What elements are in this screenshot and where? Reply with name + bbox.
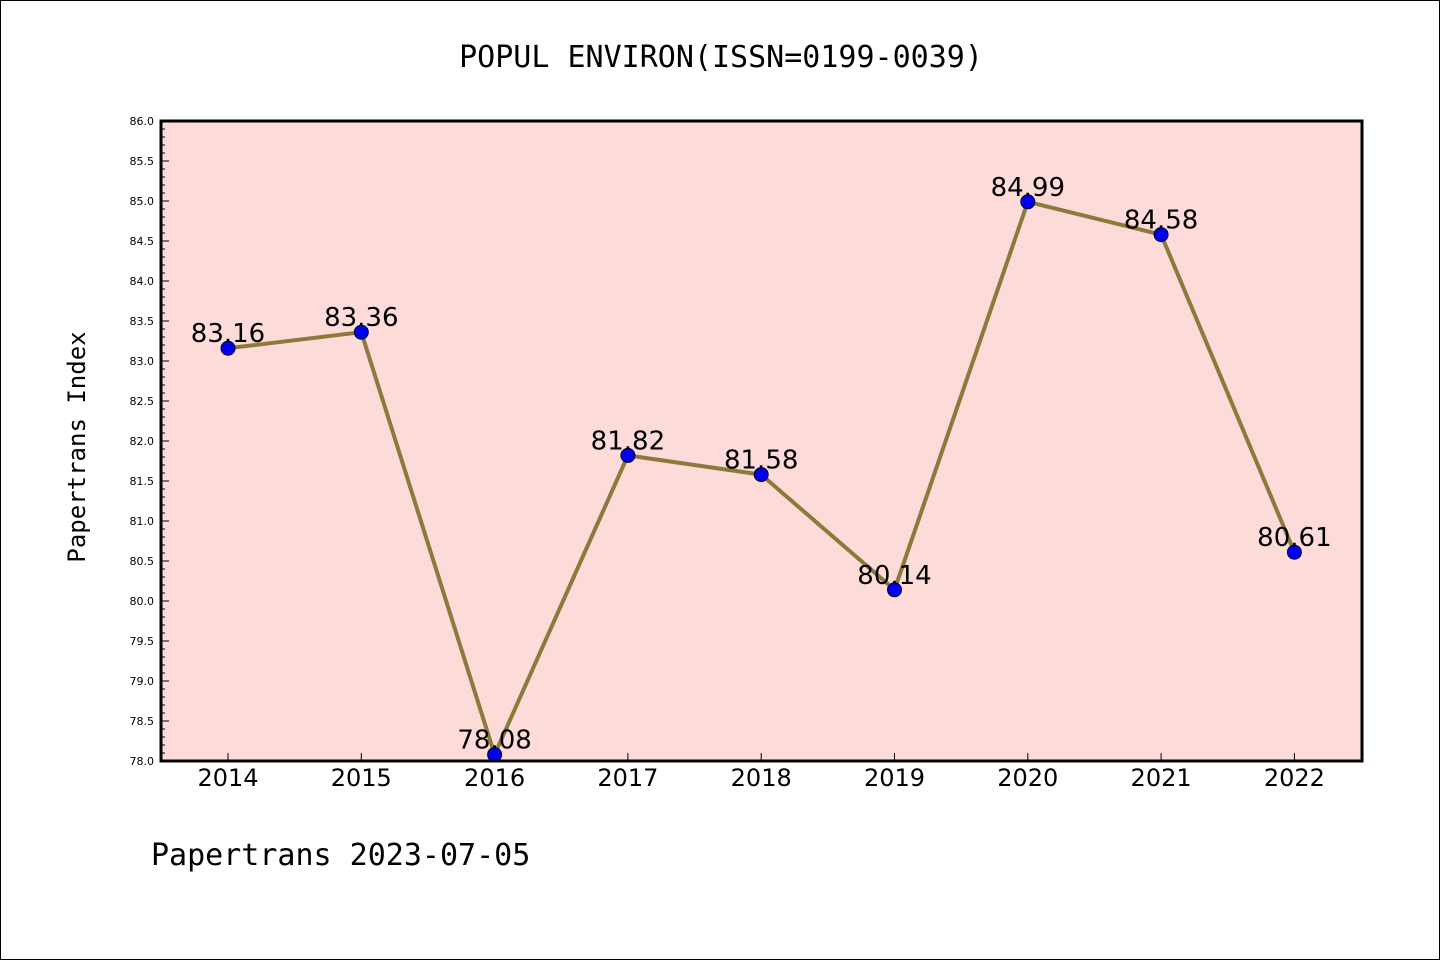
x-tick-label: 2015 xyxy=(331,764,392,792)
data-labels: 83.16 83.36 78.08 81.82 81.58 80.14 84.99 84.58… xyxy=(191,173,1332,756)
y-tick-label: 84.0 xyxy=(130,275,155,288)
data-label: 81.82 xyxy=(591,426,665,456)
data-label: 80.14 xyxy=(857,561,931,591)
y-tick-label: 78.0 xyxy=(130,755,155,768)
data-label: 83.36 xyxy=(324,303,398,333)
y-tick-label: 79.5 xyxy=(130,635,155,648)
data-label: 81.58 xyxy=(724,446,798,476)
data-point xyxy=(353,324,369,340)
y-tick-label: 81.5 xyxy=(130,475,155,488)
y-tick-label: 82.5 xyxy=(130,395,155,408)
data-label: 78.08 xyxy=(457,726,531,756)
y-tick-label: 83.0 xyxy=(130,355,155,368)
chart-title: POPUL ENVIRON(ISSN=0199-0039) xyxy=(459,40,983,75)
y-tick-label: 85.5 xyxy=(130,155,155,168)
data-label: 84.99 xyxy=(991,173,1065,203)
x-tick-label: 2017 xyxy=(597,764,658,792)
data-point xyxy=(620,447,636,463)
y-tick-label: 82.0 xyxy=(130,435,155,448)
y-tick-label: 85.0 xyxy=(130,195,155,208)
y-axis: 78.0 78.5 79.0 79.5 80.0 80.5 81.0 81.5 82.0 82.5… xyxy=(130,115,169,768)
data-label: 83.16 xyxy=(191,319,265,349)
y-tick-label: 81.0 xyxy=(130,515,155,528)
y-tick-label: 78.5 xyxy=(130,715,155,728)
data-point xyxy=(1020,194,1036,210)
data-point xyxy=(887,582,902,598)
x-tick-label: 2014 xyxy=(197,764,258,792)
data-label: 80.61 xyxy=(1257,523,1331,553)
x-axis: 2014 2015 2016 2017 2018 2019 2020 2021 2022 xyxy=(197,753,1325,792)
x-tick-label: 2020 xyxy=(997,764,1058,792)
data-point xyxy=(1153,227,1169,243)
x-tick-label: 2018 xyxy=(731,764,792,792)
data-point xyxy=(220,340,236,356)
data-label: 84.58 xyxy=(1124,206,1198,236)
x-tick-label: 2022 xyxy=(1264,764,1325,792)
series-markers xyxy=(220,194,1302,763)
x-tick-label: 2016 xyxy=(464,764,525,792)
y-tick-label: 80.0 xyxy=(130,595,155,608)
x-tick-label: 2021 xyxy=(1131,764,1192,792)
x-tick-label: 2019 xyxy=(864,764,925,792)
data-point xyxy=(753,467,769,483)
data-point xyxy=(1286,544,1302,560)
y-tick-label: 84.5 xyxy=(130,235,155,248)
y-tick-label: 80.5 xyxy=(130,555,155,568)
plot-frame xyxy=(159,119,1364,763)
footer-text: Papertrans 2023-07-05 xyxy=(151,838,530,873)
y-axis-label: Papertrans Index xyxy=(63,331,91,562)
y-tick-label: 83.5 xyxy=(130,315,155,328)
y-tick-label: 79.0 xyxy=(130,675,155,688)
y-tick-label: 86.0 xyxy=(130,115,155,128)
